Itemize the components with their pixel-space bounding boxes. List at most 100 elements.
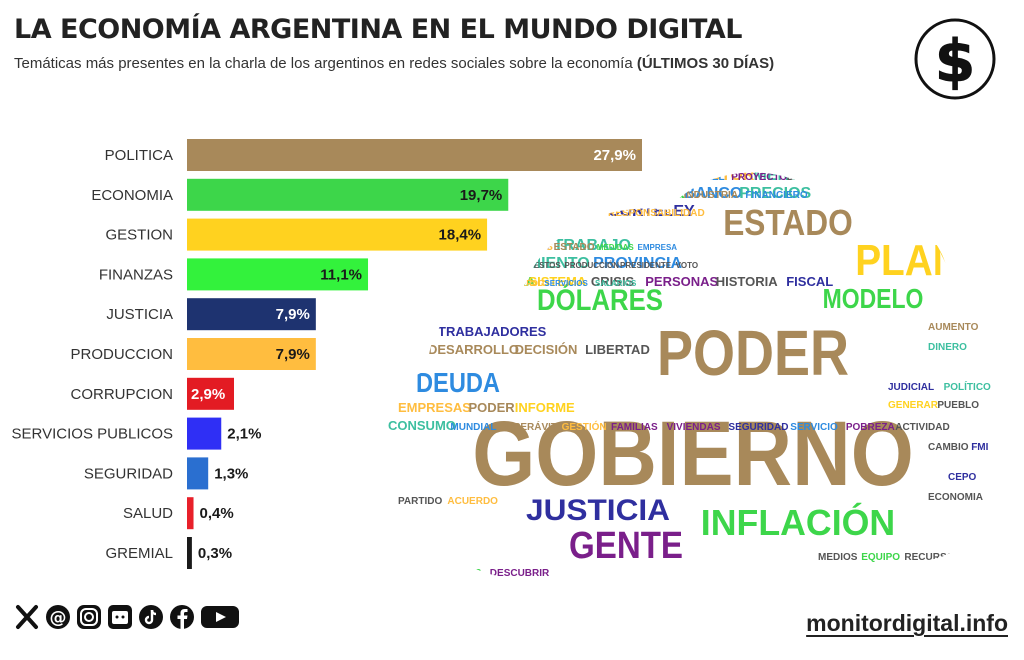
cloud-word: MEDIDAS bbox=[597, 243, 635, 252]
value-label: 7,9% bbox=[276, 306, 310, 323]
category-label: GESTION bbox=[105, 227, 173, 244]
cloud-word: POLÍTICO bbox=[944, 380, 991, 393]
dollar-sign-icon: $ bbox=[914, 18, 996, 100]
cloud-word: PERSONAS bbox=[645, 274, 718, 289]
cloud-word: BANCO bbox=[684, 185, 743, 202]
cloud-word: PROYECTO bbox=[731, 172, 787, 183]
cloud-word: FINANCIERO bbox=[745, 190, 807, 201]
cloud-word: ESTADO bbox=[723, 202, 853, 243]
cloud-word: LIBERTAD bbox=[585, 342, 650, 357]
category-label: GREMIAL bbox=[105, 545, 173, 562]
cloud-word: VOTO bbox=[676, 261, 699, 270]
cloud-word: EMPRESAS bbox=[398, 400, 471, 415]
bar-seguridad bbox=[187, 457, 209, 490]
bar-produccion bbox=[187, 338, 316, 370]
cloud-word: ACUERDO bbox=[447, 496, 498, 507]
cloud-word: DESCUBRIR bbox=[490, 568, 550, 579]
category-label: JUSTICIA bbox=[106, 306, 173, 323]
cloud-word: LIBERTAD bbox=[458, 279, 498, 288]
category-label: SALUD bbox=[123, 505, 173, 522]
tiktok-icon[interactable] bbox=[138, 604, 164, 630]
cloud-word: DEUDA bbox=[416, 367, 500, 398]
word-cloud: GOBIERNOPODERESTADOPLANINFLACIÓNGENTEDÓL… bbox=[388, 167, 991, 580]
cloud-word: SECTOR bbox=[688, 167, 755, 184]
cloud-word: RESPONSABILIDAD bbox=[608, 208, 705, 219]
cloud-word: CEPO bbox=[948, 472, 977, 483]
subtitle-text: Temáticas más presentes en la charla de … bbox=[14, 55, 633, 72]
cloud-word: FISCAL bbox=[786, 274, 833, 289]
category-label: SEGURIDAD bbox=[84, 465, 173, 482]
chart-subtitle: Temáticas más presentes en la charla de … bbox=[14, 55, 774, 72]
cloud-word: MODELO bbox=[823, 283, 924, 314]
cloud-word: PODER bbox=[468, 400, 515, 415]
bar-salud bbox=[187, 497, 194, 530]
category-label: CORRUPCION bbox=[70, 386, 173, 403]
value-label: 0,4% bbox=[200, 505, 234, 522]
cloud-word: DECISIÓN bbox=[515, 342, 578, 357]
cloud-word: RECURSOS bbox=[904, 552, 961, 563]
cloud-word: FALLO bbox=[498, 237, 550, 254]
cloud-word: HISTORIA bbox=[716, 274, 778, 289]
cloud-word: SUPERÁVIT bbox=[500, 420, 557, 433]
threads-icon[interactable]: @ bbox=[45, 604, 71, 630]
cloud-word: LEY bbox=[664, 203, 695, 220]
value-label: 2,9% bbox=[191, 386, 225, 403]
category-label: POLITICA bbox=[105, 147, 173, 164]
cloud-word: MEDIOS bbox=[818, 552, 858, 563]
value-label: 7,9% bbox=[276, 346, 310, 363]
category-label: SERVICIOS PUBLICOS bbox=[12, 426, 173, 443]
value-label: 1,3% bbox=[214, 465, 248, 482]
category-label: ECONOMIA bbox=[91, 187, 173, 204]
bar-gestion bbox=[187, 218, 488, 251]
telegram-icon[interactable] bbox=[107, 604, 133, 630]
cloud-word: SERVICIO bbox=[790, 422, 838, 433]
cloud-word: PROVINCIA bbox=[593, 255, 682, 272]
cloud-word: INDUSTRIA bbox=[684, 190, 738, 201]
cloud-word: CAMBIO bbox=[478, 261, 510, 270]
value-label: 18,4% bbox=[439, 227, 482, 244]
cloud-word: POLÍTICAS bbox=[428, 566, 482, 579]
cloud-word: FAMILIAS bbox=[611, 422, 658, 433]
bar-finanzas bbox=[187, 258, 369, 291]
value-label: 0,3% bbox=[198, 545, 232, 562]
cloud-word: CRISIS bbox=[591, 274, 635, 289]
x-icon[interactable] bbox=[14, 604, 40, 630]
bar-servicios-publicos bbox=[187, 417, 222, 450]
instagram-icon[interactable] bbox=[76, 604, 102, 630]
value-label: 27,9% bbox=[593, 147, 636, 164]
cloud-word: ACTIVIDAD bbox=[895, 422, 949, 433]
cloud-word: CAMBIO bbox=[928, 442, 969, 453]
cloud-word: EMPRESA bbox=[638, 243, 678, 252]
value-label: 19,7% bbox=[460, 187, 503, 204]
cloud-word: SALARIOS bbox=[595, 279, 637, 288]
cloud-word: DINERO bbox=[928, 342, 967, 353]
facebook-icon[interactable] bbox=[169, 604, 195, 630]
bar-economia bbox=[187, 178, 509, 211]
cloud-word: SERVICIOS bbox=[544, 279, 588, 288]
social-icons: @ bbox=[14, 604, 240, 630]
youtube-icon[interactable] bbox=[200, 604, 240, 630]
cloud-word: VIVIENDAS bbox=[667, 422, 721, 433]
cloud-word: DESARROLLO bbox=[428, 342, 519, 357]
cloud-word: PRESIDENTE bbox=[620, 261, 672, 270]
cloud-word: INFLACIÓN bbox=[701, 501, 895, 543]
value-label: 2,1% bbox=[227, 426, 261, 443]
chart-title: LA ECONOMÍA ARGENTINA EN EL MUNDO DIGITA… bbox=[14, 14, 742, 45]
cloud-word: ISRAEL bbox=[688, 172, 725, 183]
cloud-word: FMI bbox=[971, 442, 988, 453]
cloud-word: PRODUCCIÓN bbox=[564, 261, 619, 270]
svg-text:@: @ bbox=[50, 608, 67, 628]
subtitle-period: (ÚLTIMOS 30 DÍAS) bbox=[636, 55, 775, 72]
cloud-word: SEGURIDAD bbox=[728, 422, 788, 433]
site-link[interactable]: monitordigital.info bbox=[806, 610, 1008, 636]
cloud-word: GENTE bbox=[569, 525, 683, 567]
cloud-word: PLAN bbox=[855, 236, 961, 285]
cloud-word: PUEBLO bbox=[937, 400, 979, 411]
value-label: 11,1% bbox=[320, 266, 362, 283]
cloud-word: INFORME bbox=[515, 400, 575, 415]
cloud-word: DÉFICIT bbox=[787, 170, 826, 183]
cloud-word: RESERVAS bbox=[628, 190, 682, 201]
cloud-word: SECTORES bbox=[498, 242, 553, 253]
cloud-word: GESTIÓN bbox=[562, 420, 607, 433]
cloud-word: IMPUESTOS bbox=[514, 261, 562, 270]
